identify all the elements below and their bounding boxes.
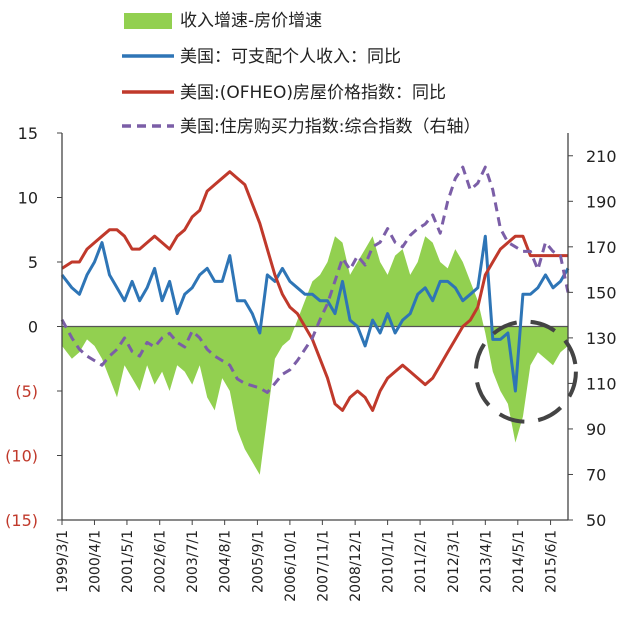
- series-area-income-minus-house: [62, 236, 568, 475]
- right-tick-label: 210: [586, 147, 617, 166]
- x-tick-label: 2008/12/1: [348, 530, 364, 602]
- left-tick-label: 5: [28, 253, 38, 272]
- lines-layer: [60, 165, 570, 412]
- left-tick-label: 15: [18, 124, 38, 143]
- axes: 151050(5)(10)(15)21019017015013011090705…: [5, 124, 616, 602]
- x-tick-label: 2001/5/1: [120, 530, 136, 593]
- area-layer: [62, 236, 568, 475]
- right-tick-label: 170: [586, 238, 617, 257]
- right-tick-label: 130: [586, 329, 617, 348]
- highlight-circle: [473, 319, 578, 424]
- x-tick-label: 2015/6/1: [544, 530, 560, 593]
- x-tick-label: 2012/3/1: [446, 530, 462, 593]
- legend-entry: 美国：可支配个人收入：同比: [122, 47, 401, 67]
- x-tick-label: 2004/8/1: [218, 530, 234, 593]
- legend-label: 美国:(OFHEO)房屋价格指数：同比: [180, 83, 446, 103]
- left-tick-label: (10): [5, 447, 38, 466]
- series-line-income-yoy: [60, 234, 570, 393]
- x-tick-label: 2007/11/1: [315, 530, 331, 602]
- x-tick-label: 1999/3/1: [55, 530, 71, 593]
- legend-entry: 美国:(OFHEO)房屋价格指数：同比: [122, 83, 446, 103]
- x-tick-label: 2010/1/1: [381, 530, 397, 593]
- left-tick-label: 10: [18, 189, 38, 208]
- x-tick-label: 2006/10/1: [283, 530, 299, 602]
- annotation-layer: [473, 319, 578, 424]
- x-tick-label: 2000/4/1: [88, 530, 104, 593]
- x-tick-label: 2013/4/1: [478, 530, 494, 593]
- right-tick-label: 90: [586, 420, 606, 439]
- right-tick-label: 150: [586, 283, 617, 302]
- left-tick-label: 0: [28, 318, 38, 337]
- series-line-house-price-yoy: [61, 170, 568, 412]
- x-tick-label: 2002/6/1: [153, 530, 169, 593]
- legend-label: 美国：可支配个人收入：同比: [180, 47, 401, 67]
- legend-swatch: [124, 13, 172, 29]
- legend-label: 收入增速-房价增速: [180, 11, 322, 31]
- legend-entry: 收入增速-房价增速: [124, 11, 322, 31]
- series-line-affordability-index: [60, 165, 570, 394]
- x-tick-label: 2011/2/1: [413, 530, 429, 593]
- legend: 收入增速-房价增速美国：可支配个人收入：同比美国:(OFHEO)房屋价格指数：同…: [122, 11, 480, 137]
- left-tick-label: (5): [15, 382, 38, 401]
- right-tick-label: 70: [586, 465, 606, 484]
- x-tick-label: 2014/5/1: [511, 530, 527, 593]
- right-tick-label: 50: [586, 511, 606, 530]
- legend-label: 美国:住房购买力指数:综合指数（右轴）: [180, 117, 480, 137]
- x-tick-label: 2003/7/1: [185, 530, 201, 593]
- right-tick-label: 110: [586, 374, 617, 393]
- legend-entry: 美国:住房购买力指数:综合指数（右轴）: [122, 117, 480, 137]
- right-tick-label: 190: [586, 192, 617, 211]
- left-tick-label: (15): [5, 511, 38, 530]
- plot-area: [60, 165, 578, 475]
- x-tick-label: 2005/9/1: [250, 530, 266, 593]
